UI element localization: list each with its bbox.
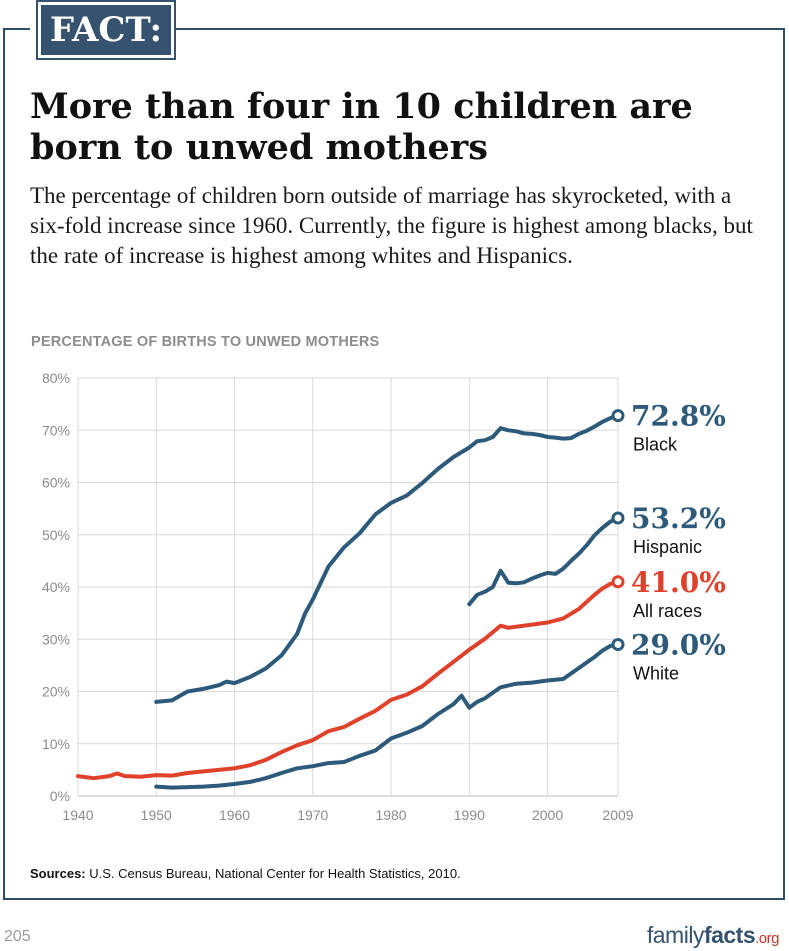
fact-badge: FACT:: [38, 2, 174, 58]
page-title: More than four in 10 children are born t…: [30, 86, 693, 168]
brand-logo[interactable]: familyfacts.org: [646, 922, 780, 949]
series-line-hispanic: [467, 516, 620, 607]
x-tick-label: 1970: [297, 807, 328, 823]
series-line-white: [154, 642, 620, 790]
fact-badge-wrap: FACT:: [30, 2, 174, 62]
y-tick-label: 10%: [42, 736, 70, 752]
page-number: 205: [4, 928, 31, 945]
brand-part-org: .org: [755, 930, 779, 947]
brand-part-family: family: [646, 922, 705, 948]
series-name-label: All races: [633, 601, 702, 621]
series-line-all-races: [76, 579, 620, 781]
series-end-value: 72.8%: [631, 400, 726, 433]
series-name-label: Hispanic: [633, 537, 702, 557]
x-tick-label: 1940: [62, 807, 93, 823]
y-tick-label: 50%: [42, 527, 70, 543]
series-end-value: 53.2%: [631, 502, 726, 535]
series-end-value: 41.0%: [631, 566, 726, 599]
x-tick-label: 1950: [141, 807, 172, 823]
x-tick-label: 1980: [375, 807, 406, 823]
series-name-label: Black: [633, 435, 678, 455]
sources-note: Sources: U.S. Census Bureau, National Ce…: [30, 866, 461, 881]
series-line-black: [154, 413, 620, 704]
line-chart: 0% 10% 20% 30% 40% 50% 60% 70% 80% 1940 1950 1960 19…: [42, 370, 726, 823]
series-name-label: White: [633, 663, 679, 683]
card-frame: [3, 28, 785, 900]
y-tick-label: 20%: [42, 684, 70, 700]
sources-text: U.S. Census Bureau, National Center for …: [89, 866, 461, 881]
x-tick-label: 2009: [602, 807, 633, 823]
y-tick-label: 70%: [42, 422, 70, 438]
y-tick-label: 30%: [42, 631, 70, 647]
chart-title: PERCENTAGE OF BIRTHS TO UNWED MOTHERS: [31, 334, 380, 350]
series-end-marker: [611, 409, 625, 423]
x-tick-label: 2000: [532, 807, 563, 823]
page-subtitle: The percentage of children born outside …: [30, 183, 753, 268]
y-tick-label: 0%: [50, 788, 70, 804]
series-end-marker: [611, 575, 625, 589]
sources-label: Sources:: [30, 866, 86, 881]
y-tick-label: 60%: [42, 475, 70, 491]
series-end-marker: [611, 511, 625, 525]
brand-part-facts: facts: [703, 922, 756, 948]
y-tick-label: 40%: [42, 579, 70, 595]
x-tick-label: 1990: [454, 807, 485, 823]
series-end-marker: [611, 637, 625, 651]
series-end-value: 29.0%: [631, 628, 726, 661]
y-tick-label: 80%: [42, 370, 70, 386]
x-tick-label: 1960: [219, 807, 250, 823]
